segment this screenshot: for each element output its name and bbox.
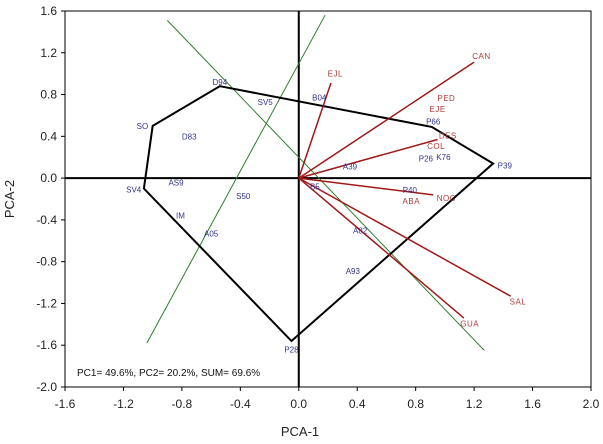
observation-label: P28 [284,345,299,354]
observation-label: D94 [213,78,228,87]
variable-label: EJE [429,105,445,114]
observation-label: A39 [343,163,358,172]
x-tick-label: -1.6 [55,397,76,411]
variable-label: PED [437,94,455,103]
observation-label: A82 [353,226,368,235]
y-tick-label: -0.8 [36,255,57,269]
x-tick-label: -1.2 [113,397,134,411]
convex-hull [142,85,495,343]
variable-label: GUA [460,319,479,328]
y-tick-label: -2.0 [36,380,57,394]
x-tick-label: -0.4 [230,397,251,411]
vector-des [298,138,438,179]
observation-label: SV4 [126,186,142,195]
variable-label: SAL [510,297,527,306]
x-tick-label: 1.2 [466,397,483,411]
observation-label: A93 [346,267,361,276]
observation-label: B04 [312,94,327,103]
vector-noc [298,177,434,196]
observation-label: SO [137,122,149,131]
x-tick-label: -0.8 [172,397,193,411]
observation-label: AS9 [168,178,184,187]
y-tick-label: 1.6 [40,4,57,18]
x-tick-label: 0.8 [407,397,424,411]
x-tick-label: 0.4 [349,397,366,411]
observation-label: K76 [436,153,451,162]
observation-label: P26 [419,154,434,163]
observation-label: P39 [498,162,513,171]
variable-label: COL [427,142,445,151]
variable-label: NOC [437,194,456,203]
variable-label: CAN [472,52,490,61]
x-tick-label: 0.0 [290,397,307,411]
y-tick-label: 0.8 [40,88,57,102]
observation-label: P66 [426,118,441,127]
plot-frame [64,10,592,388]
vector-ejl [298,82,332,179]
observation-label: D83 [182,132,197,141]
vector-sal [298,177,512,297]
observation-label: SV5 [258,98,274,107]
x-tick-label: 2.0 [583,397,600,411]
variance-annotation: PC1= 49.6%, PC2= 20.2%, SUM= 69.6% [77,368,260,379]
y-tick-label: -1.6 [36,338,57,352]
vector-can [298,61,475,179]
vector-gua [298,177,465,319]
observation-label: IM [176,212,185,221]
green-axis-line [146,14,326,344]
observation-label: A05 [204,229,219,238]
variable-label: EJL [328,70,343,79]
y-tick-label: -1.2 [36,296,57,310]
observation-label: S50 [236,192,251,201]
observation-label: P40 [403,186,418,195]
x-tick-label: 1.6 [524,397,541,411]
y-tick-label: 0.0 [40,171,57,185]
observation-label: B5 [310,182,320,191]
y-tick-label: 1.2 [40,46,57,60]
y-axis-title: PCA-2 [2,180,17,218]
green-axis-line [166,20,485,351]
y-tick-label: 0.4 [40,129,57,143]
variable-label: DES [439,132,457,141]
x-axis-title: PCA-1 [281,424,319,439]
variable-label: ABA [403,197,421,206]
y-tick-label: -0.4 [36,213,57,227]
